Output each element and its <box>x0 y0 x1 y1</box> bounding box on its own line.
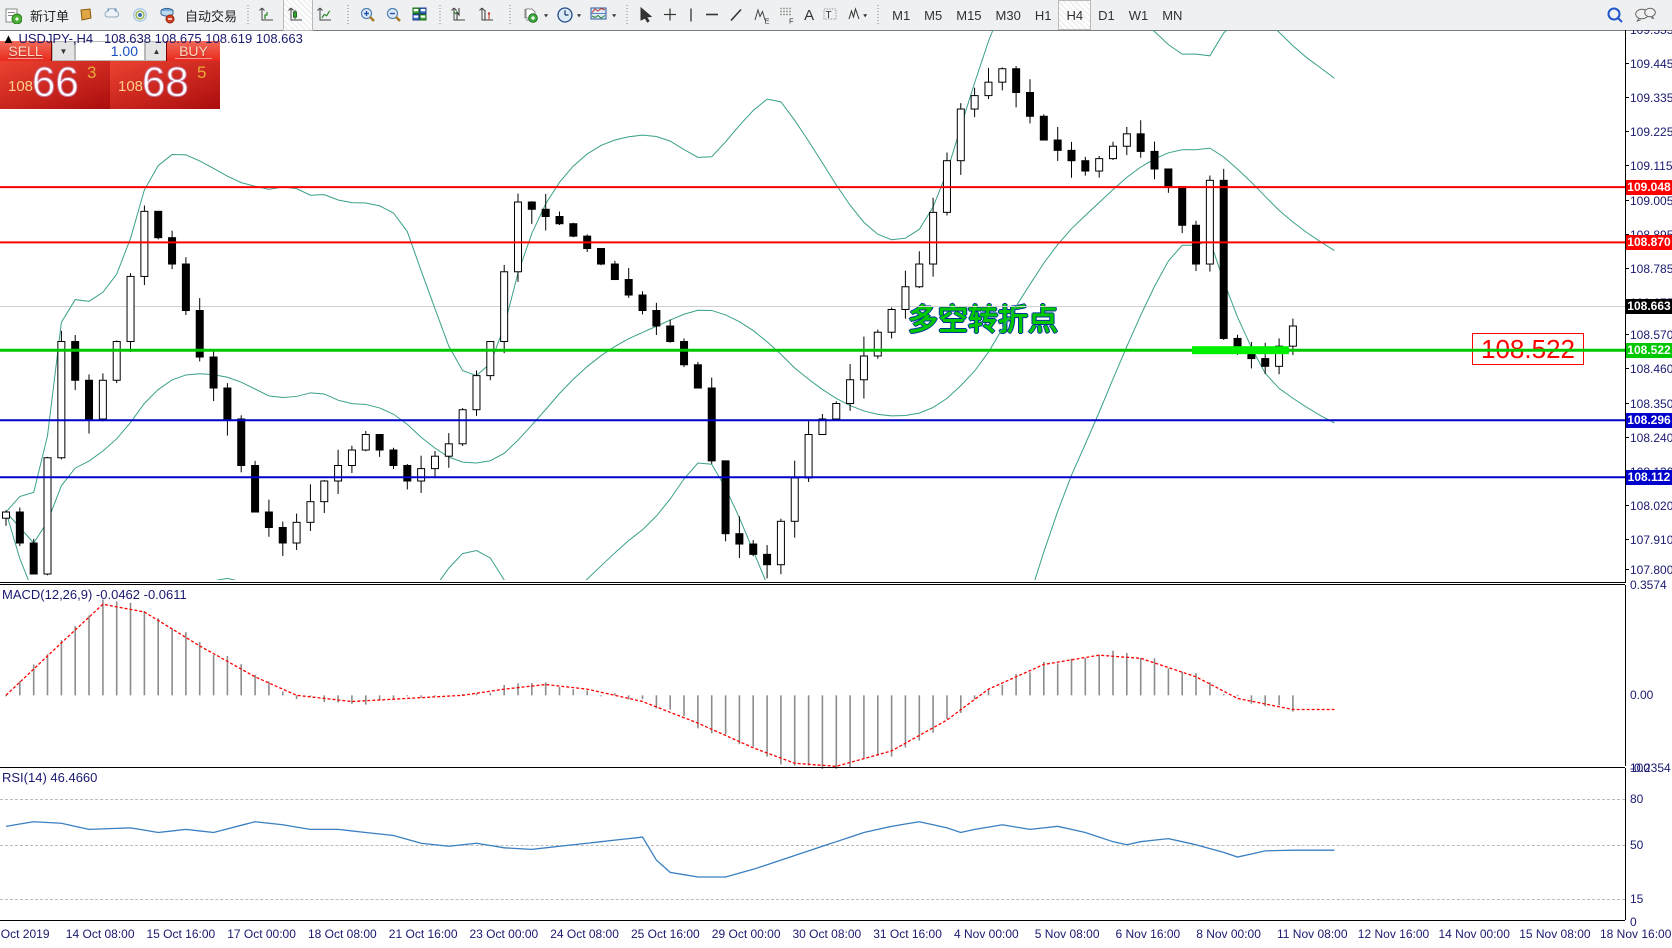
svg-text:F: F <box>789 17 794 25</box>
svg-text:E: E <box>765 17 770 25</box>
svg-text:T: T <box>826 10 832 21</box>
